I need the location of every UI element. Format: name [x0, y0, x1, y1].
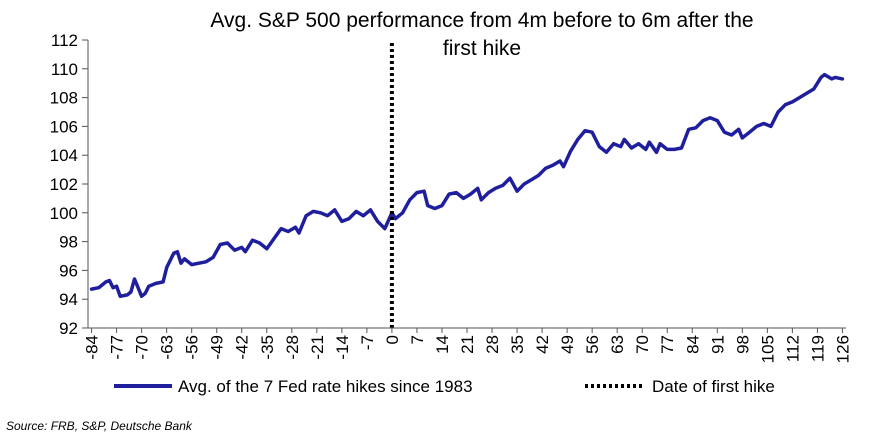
x-tick-label: 119	[808, 335, 827, 362]
x-tick-label: -77	[108, 335, 127, 360]
x-tick-label: -21	[308, 335, 327, 360]
x-tick-label: 98	[733, 335, 752, 354]
y-tick-label: 96	[59, 261, 78, 280]
x-tick-label: 77	[658, 335, 677, 354]
x-tick-label: 28	[483, 335, 502, 354]
x-tick-label: -42	[233, 335, 252, 360]
x-tick-label: 7	[408, 335, 427, 344]
x-tick-label: 112	[783, 335, 802, 362]
x-tick-label: 14	[433, 335, 452, 354]
y-tick-label: 100	[50, 204, 78, 223]
x-tick-label: 105	[758, 335, 777, 363]
legend-label-hikes: Avg. of the 7 Fed rate hikes since 1983	[178, 377, 473, 396]
y-tick-label: 104	[50, 146, 78, 165]
y-axis: 92 94 96 98 100 102 104 106 108 110 112	[50, 31, 88, 338]
x-tick-label: 70	[633, 335, 652, 354]
series-line-fed-hikes	[89, 72, 845, 299]
x-tick-label: -28	[283, 335, 302, 360]
x-tick-label: -49	[208, 335, 227, 360]
x-tick-label: 21	[458, 335, 477, 354]
x-tick-label: -7	[358, 335, 377, 350]
x-tick-label: 91	[708, 335, 727, 354]
y-tick-label: 106	[50, 117, 78, 136]
x-tick-label: 56	[583, 335, 602, 354]
x-tick-label: -56	[183, 335, 202, 360]
y-tick-label: 112	[51, 31, 78, 50]
x-tick-label: 84	[683, 335, 702, 354]
y-tick-label: 92	[59, 319, 78, 338]
legend-label-first-hike: Date of first hike	[652, 377, 775, 396]
y-tick-label: 108	[50, 89, 78, 108]
x-tick-label: 49	[558, 335, 577, 354]
x-tick-label: 126	[833, 335, 852, 363]
x-tick-label: -63	[158, 335, 177, 360]
x-tick-label: 63	[608, 335, 627, 354]
source-note: Source: FRB, S&P, Deutsche Bank	[6, 419, 192, 433]
x-tick-label: -70	[133, 335, 152, 360]
y-tick-label: 102	[50, 175, 78, 194]
x-tick-label: -84	[83, 335, 102, 360]
x-tick-label: 0	[383, 335, 402, 344]
x-tick-label: -35	[258, 335, 277, 360]
y-tick-label: 98	[59, 233, 78, 252]
x-tick-label: -14	[333, 335, 352, 360]
y-tick-label: 110	[51, 60, 78, 79]
legend: Avg. of the 7 Fed rate hikes since 1983 …	[114, 377, 775, 396]
y-tick-label: 94	[59, 290, 78, 309]
x-tick-label: 35	[508, 335, 527, 354]
x-axis: -84 -77 -70 -63 -56 -49 -42 -35 -28 -21 -14 -7 0 7 14 2…	[83, 328, 852, 363]
x-tick-label: 42	[533, 335, 552, 354]
chart-title-line-1: Avg. S&P 500 performance from 4m before …	[210, 9, 753, 32]
chart-title-line-2: first hike	[443, 37, 521, 60]
plot-area	[89, 40, 845, 328]
